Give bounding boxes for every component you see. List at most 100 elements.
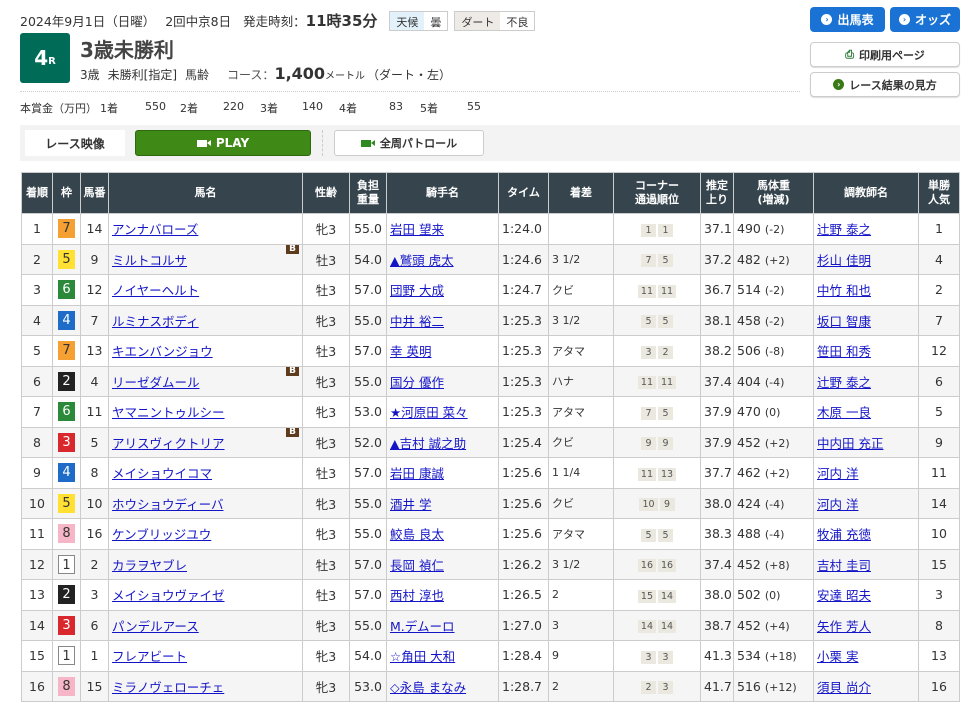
sex-age: 牡3: [302, 457, 350, 489]
trainer-cell: 牧浦 充徳: [813, 518, 919, 550]
corner-position: 5: [641, 528, 656, 542]
prize-value: 55: [467, 100, 481, 113]
jockey-link[interactable]: ◇永島 まなみ: [390, 679, 467, 695]
horse-name-link[interactable]: ルミナスボディ: [112, 313, 199, 329]
horse-number: 12: [80, 274, 109, 306]
horse-name-link[interactable]: パンデルアース: [112, 618, 199, 634]
jockey-link[interactable]: 幸 英明: [390, 344, 432, 360]
jockey-link[interactable]: 鮫島 良太: [390, 527, 444, 543]
jockey-link[interactable]: ☆角田 大和: [390, 649, 456, 665]
corner-position: 9: [641, 437, 656, 451]
jockey-link[interactable]: 国分 優作: [390, 374, 444, 390]
jockey-link[interactable]: M.デムーロ: [390, 618, 455, 634]
start-time: 11時35分: [305, 12, 378, 30]
trainer-link[interactable]: 河内 洋: [817, 466, 859, 482]
horse-name-link[interactable]: フレアビート: [112, 649, 188, 665]
distance: 1,400: [274, 64, 326, 83]
jockey-link[interactable]: 長岡 禎仁: [390, 557, 444, 573]
trainer-link[interactable]: 辻野 泰之: [817, 374, 871, 390]
corner-position: 9: [659, 498, 675, 512]
trainer-link[interactable]: 笹田 和秀: [817, 344, 871, 360]
frame-number: 6: [58, 280, 75, 300]
horse-name-link[interactable]: メイショウイコマ: [112, 466, 213, 482]
trainer-cell: 河内 洋: [813, 487, 919, 519]
finish-time: 1:24.7: [498, 274, 549, 306]
howto-button[interactable]: › レース結果の見方: [810, 72, 960, 97]
horse-name-link[interactable]: ノイヤーヘルト: [112, 283, 200, 299]
horse-name-link[interactable]: ミルトコルサ: [112, 252, 188, 268]
frame-cell: 2: [52, 579, 81, 611]
horse-name-link[interactable]: メイショウヴァイゼ: [112, 588, 225, 604]
trainer-link[interactable]: 杉山 佳明: [817, 252, 871, 268]
race-date: 2024年9月1日（日曜）: [20, 14, 156, 29]
horse-name-link[interactable]: キエンバンジョウ: [112, 344, 213, 360]
finish-time: 1:28.4: [498, 640, 549, 672]
last-3f: 38.0: [700, 579, 734, 611]
trainer-link[interactable]: 中内田 充正: [817, 435, 884, 451]
body-weight-cell: 462 (+2): [733, 457, 814, 489]
frame-cell: 4: [52, 457, 81, 489]
trainer-cell: 吉村 圭司: [813, 548, 919, 580]
trainer-link[interactable]: 吉村 圭司: [817, 557, 871, 573]
prize-value: 140: [302, 100, 323, 113]
frame-cell: 5: [52, 487, 81, 519]
horse-name-link[interactable]: ヤマニントゥルシー: [112, 405, 225, 421]
jockey-link[interactable]: ▲吉村 誠之助: [390, 435, 467, 451]
horse-name-link[interactable]: カラヲヤブレ: [112, 557, 188, 573]
jockey-link[interactable]: 西村 淳也: [390, 588, 444, 604]
finish-time: 1:25.3: [498, 304, 549, 336]
trainer-link[interactable]: 河内 洋: [817, 496, 859, 512]
finish-time: 1:24.6: [498, 243, 549, 275]
finish-position: 8: [21, 426, 53, 458]
jockey-link[interactable]: 岩田 望来: [390, 222, 444, 238]
jockey-link[interactable]: 中井 裕二: [390, 313, 444, 329]
finish-time: 1:25.6: [498, 457, 549, 489]
trainer-link[interactable]: 須貝 尚介: [817, 679, 871, 695]
horse-name-link[interactable]: ケンブリッジユウ: [112, 527, 212, 543]
frame-number: 7: [58, 219, 75, 239]
margin: 2: [548, 670, 614, 702]
jockey-link[interactable]: 酒井 学: [390, 496, 432, 512]
horse-name-link[interactable]: リーゼダムール: [112, 374, 200, 390]
corner-position: 2: [658, 345, 673, 359]
popularity: 14: [918, 487, 960, 519]
trainer-link[interactable]: 坂口 智康: [817, 313, 871, 329]
odds-button[interactable]: › オッズ: [890, 7, 960, 32]
trainer-link[interactable]: 小栗 実: [817, 649, 859, 665]
horse-name-link[interactable]: アリスヴィクトリア: [112, 435, 225, 451]
play-button[interactable]: PLAY: [135, 130, 311, 156]
blinker-badge: B: [286, 244, 299, 254]
trainer-link[interactable]: 牧浦 充徳: [817, 527, 871, 543]
finish-position: 12: [21, 548, 53, 580]
jockey-link[interactable]: 団野 大成: [390, 283, 444, 299]
jockey-link[interactable]: 岩田 康誠: [390, 466, 444, 482]
horse-name-link[interactable]: アンナバローズ: [112, 222, 199, 238]
horse-number: 4: [80, 365, 109, 397]
horse-name-link[interactable]: ホウショウディーバ: [112, 496, 224, 512]
blinker-badge: B: [286, 427, 299, 437]
horse-cell: アリスヴィクトリア B: [108, 426, 303, 458]
trainer-link[interactable]: 安達 昭夫: [817, 588, 871, 604]
entries-button[interactable]: › 出馬表: [810, 7, 885, 32]
jockey-link[interactable]: ★河原田 菜々: [390, 405, 468, 421]
trainer-link[interactable]: 木原 一良: [817, 405, 871, 421]
prize-place: 3着: [260, 102, 278, 115]
trainer-link[interactable]: 矢作 芳人: [817, 618, 871, 634]
horse-cell: メイショウヴァイゼ: [108, 579, 303, 611]
last-3f: 37.4: [700, 548, 734, 580]
video-label: レース映像: [25, 130, 125, 156]
horse-name-link[interactable]: ミラノヴェローチェ: [112, 679, 225, 695]
last-3f: 38.0: [700, 487, 734, 519]
trainer-cell: 河内 洋: [813, 457, 919, 489]
print-button[interactable]: ⎙ 印刷用ページ: [810, 42, 960, 67]
jockey-link[interactable]: ▲鷲頭 虎太: [390, 252, 454, 268]
table-row: 4 4 7 ルミナスボディ 牝3 55.0 中井 裕二 1:25.3 3 1/2 5 5 38.1 45…: [21, 304, 960, 336]
horse-number: 9: [80, 243, 109, 275]
finish-position: 9: [21, 457, 53, 489]
trainer-link[interactable]: 辻野 泰之: [817, 222, 871, 238]
corner-position: 7: [641, 254, 656, 268]
patrol-button[interactable]: 全周パトロール: [334, 130, 484, 156]
trainer-link[interactable]: 中竹 和也: [817, 283, 871, 299]
